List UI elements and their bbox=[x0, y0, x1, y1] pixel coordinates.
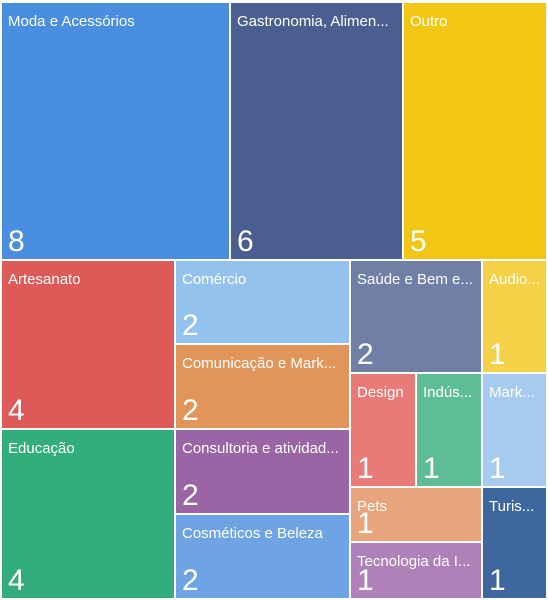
treemap-tile-value: 4 bbox=[8, 564, 25, 597]
treemap-tile-turismo[interactable]: Turis... 1 bbox=[482, 487, 547, 599]
treemap-tile-label: Cosméticos e Beleza bbox=[182, 525, 323, 542]
treemap-tile-label: Educação bbox=[8, 440, 75, 457]
treemap-tile-label: Turis... bbox=[489, 498, 535, 515]
treemap-tile-industria[interactable]: Indús... 1 bbox=[416, 373, 482, 487]
treemap-tile-value: 1 bbox=[423, 452, 440, 485]
treemap-tile-label: Artesanato bbox=[8, 271, 81, 288]
treemap-tile-value: 6 bbox=[237, 225, 254, 258]
treemap-tile-consultoria-e-atividades[interactable]: Consultoria e atividad... 2 bbox=[175, 429, 350, 514]
treemap-tile-label: Comércio bbox=[182, 271, 247, 288]
treemap-tile-pets[interactable]: Pets 1 bbox=[350, 487, 482, 542]
treemap-tile-label: Tecnologia da I... bbox=[357, 553, 471, 570]
treemap-tile-value: 4 bbox=[8, 394, 25, 427]
treemap-tile-label: Comunicação e Mark... bbox=[182, 355, 337, 372]
treemap-tile-educacao[interactable]: Educação 4 bbox=[1, 429, 175, 599]
treemap-tile-gastronomia-alimentacao[interactable]: Gastronomia, Alimen... 6 bbox=[230, 2, 403, 260]
treemap-tile-cosmeticos-e-beleza[interactable]: Cosméticos e Beleza 2 bbox=[175, 514, 350, 599]
treemap-tile-label: Indús... bbox=[423, 384, 473, 401]
treemap-tile-audiovisual[interactable]: Audio... 1 bbox=[482, 260, 547, 373]
treemap-tile-moda-e-acessorios[interactable]: Moda e Acessórios 8 bbox=[1, 2, 230, 260]
treemap-tile-saude-e-bem-estar[interactable]: Saúde e Bem e... 2 bbox=[350, 260, 482, 373]
treemap-tile-comunicacao-e-marketing[interactable]: Comunicação e Mark... 2 bbox=[175, 344, 350, 429]
treemap-tile-tecnologia-da-informacao[interactable]: Tecnologia da I... 1 bbox=[350, 542, 482, 599]
treemap-tile-marketing[interactable]: Mark... 1 bbox=[482, 373, 547, 487]
treemap-tile-value: 1 bbox=[489, 564, 506, 597]
treemap-tile-label: Outro bbox=[410, 13, 448, 30]
treemap-tile-value: 8 bbox=[8, 225, 25, 258]
treemap-tile-value: 2 bbox=[182, 564, 199, 597]
treemap-tile-value: 2 bbox=[182, 309, 199, 342]
treemap-tile-value: 1 bbox=[357, 564, 374, 597]
treemap-tile-label: Saúde e Bem e... bbox=[357, 271, 473, 288]
treemap-tile-value: 5 bbox=[410, 225, 427, 258]
treemap-tile-design[interactable]: Design 1 bbox=[350, 373, 416, 487]
treemap-tile-value: 2 bbox=[182, 394, 199, 427]
treemap-tile-value: 2 bbox=[357, 338, 374, 371]
treemap-tile-label: Audio... bbox=[489, 271, 540, 288]
treemap-tile-label: Pets bbox=[357, 498, 388, 515]
treemap-tile-artesanato[interactable]: Artesanato 4 bbox=[1, 260, 175, 429]
treemap-tile-label: Gastronomia, Alimen... bbox=[237, 13, 389, 30]
treemap-tile-label: Mark... bbox=[489, 384, 535, 401]
treemap-tile-value: 1 bbox=[489, 452, 506, 485]
treemap-tile-label: Design bbox=[357, 384, 404, 401]
treemap-tile-label: Consultoria e atividad... bbox=[182, 440, 339, 457]
treemap-tile-comercio[interactable]: Comércio 2 bbox=[175, 260, 350, 344]
treemap-tile-value: 1 bbox=[489, 338, 506, 371]
treemap-tile-label: Moda e Acessórios bbox=[8, 13, 135, 30]
treemap-tile-value: 1 bbox=[357, 452, 374, 485]
treemap-tile-outro[interactable]: Outro 5 bbox=[403, 2, 547, 260]
treemap-tile-value: 1 bbox=[357, 507, 374, 540]
treemap-tile-value: 2 bbox=[182, 479, 199, 512]
